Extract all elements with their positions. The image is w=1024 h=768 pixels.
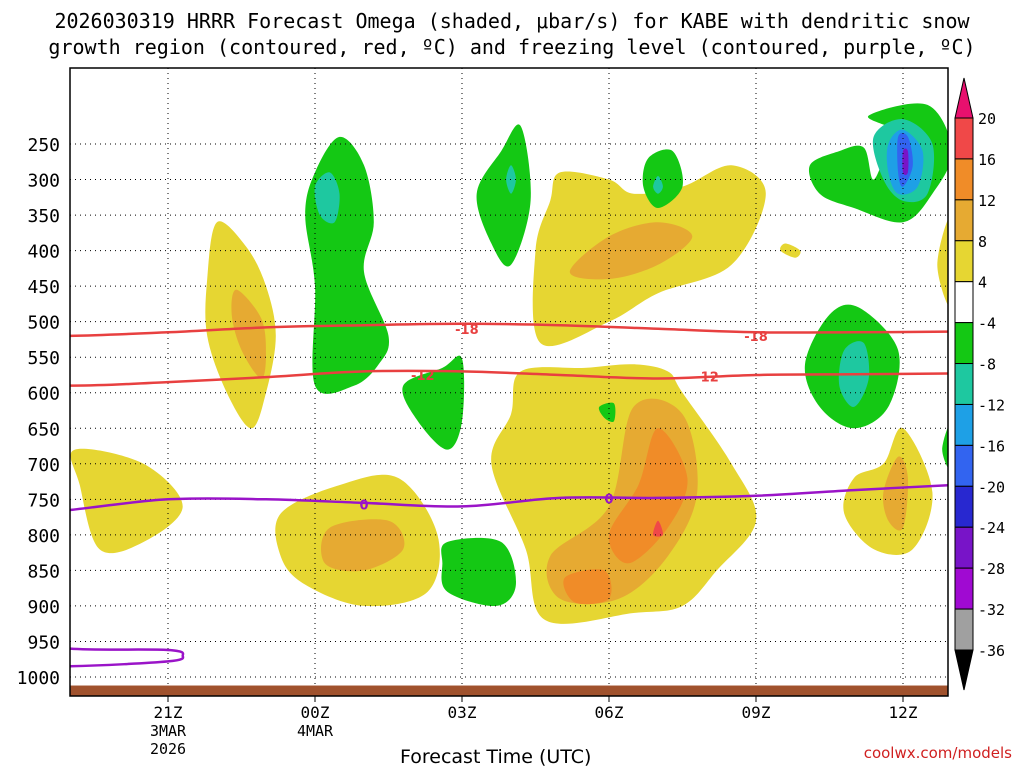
title-line-1: 2026030319 HRRR Forecast Omega (shaded, … (54, 9, 970, 33)
colorbar-block-3 (954, 240, 974, 283)
omega-region-2 (305, 136, 390, 394)
x-tick-sub1-00Z: 4MAR (297, 722, 334, 740)
y-tick-550: 550 (27, 348, 60, 369)
y-tick-1000: 1000 (17, 668, 60, 689)
omega-region-26 (902, 148, 909, 176)
contour-label-dendritic-top-0: -18 (455, 323, 479, 338)
y-tick-350: 350 (27, 206, 60, 227)
colorbar-block-1 (954, 158, 974, 201)
ground-surface (70, 685, 948, 696)
x-tick-00Z: 00Z (301, 703, 330, 722)
colorbar-label--4: -4 (978, 315, 996, 333)
contour-label-freezing-level-1: 0 (604, 493, 613, 508)
colorbar-block-5 (954, 322, 974, 365)
colorbar-block-4 (954, 281, 974, 324)
omega-region-31 (937, 219, 948, 306)
colorbar-block-7 (954, 403, 974, 446)
colorbar-bottom-arrow (954, 649, 974, 691)
colorbar-block-8 (954, 444, 974, 487)
colorbar-label-12: 12 (978, 192, 996, 210)
colorbar-block-0 (954, 117, 974, 160)
omega-region-15 (563, 569, 612, 605)
omega-region-18 (642, 149, 684, 208)
temperature-contours: -18 -18 -12 -12 0 0 (70, 322, 948, 668)
plot-frame (69, 67, 949, 697)
colorbar-block-6 (954, 363, 974, 405)
omega-region-17 (441, 537, 516, 607)
x-tick-21Z: 21Z (154, 703, 183, 722)
x-tick-09Z: 09Z (742, 703, 771, 722)
omega-region-4 (70, 448, 183, 554)
contour-label-freezing-level-0: 0 (359, 498, 368, 513)
y-tick-250: 250 (27, 135, 60, 156)
omega-region-19 (653, 176, 663, 194)
y-tick-850: 850 (27, 561, 60, 582)
contour-label-dendritic-bottom-1: -12 (695, 370, 719, 385)
credit-text: coolwx.com/models (863, 744, 1012, 762)
contour-label-dendritic-bottom-0: -12 (411, 369, 435, 384)
omega-region-7 (402, 355, 465, 450)
colorbar-label-16: 16 (978, 151, 996, 169)
colorbar-label--20: -20 (978, 478, 1005, 496)
colorbar-top-arrow (954, 77, 974, 119)
contour-label-dendritic-top-1: -18 (744, 330, 768, 345)
chart-title: 2026030319 HRRR Forecast Omega (shaded, … (0, 8, 1024, 60)
colorbar-label-4: 4 (978, 274, 987, 292)
y-tick-400: 400 (27, 242, 60, 263)
title-line-2: growth region (contoured, red, ºC) and f… (48, 35, 976, 59)
y-tick-300: 300 (27, 171, 60, 192)
colorbar-label--32: -32 (978, 601, 1005, 619)
colorbar-label--8: -8 (978, 356, 996, 374)
contour-dendritic-bottom (70, 369, 948, 387)
colorbar-block-9 (954, 485, 974, 528)
omega-region-1 (231, 289, 266, 379)
colorbar-label--24: -24 (978, 519, 1005, 537)
y-tick-750: 750 (27, 490, 60, 511)
x-axis-label: Forecast Time (UTC) (400, 746, 592, 768)
colorbar-block-10 (954, 526, 974, 569)
x-tick-sub1-21Z: 3MAR (150, 722, 187, 740)
omega-region-20 (598, 402, 616, 422)
y-tick-800: 800 (27, 526, 60, 547)
omega-region-14 (608, 428, 688, 564)
omega-region-11 (569, 222, 693, 280)
colorbar: 20 16 12 8 4 -4 -8 -12 -16 -20 -24 -28 -32 -36 (954, 77, 1005, 691)
contour-freezing-level (70, 484, 948, 512)
omega-region-32 (942, 426, 948, 469)
omega-region-16 (652, 520, 664, 537)
contour-dendritic-top (70, 322, 948, 338)
omega-region-8 (476, 124, 531, 267)
y-tick-650: 650 (27, 419, 60, 440)
colorbar-block-11 (954, 567, 974, 610)
colorbar-label--36: -36 (978, 642, 1005, 660)
omega-region-3 (314, 172, 340, 224)
x-tick-sub2-21Z: 2026 (150, 740, 186, 758)
colorbar-label-20: 20 (978, 110, 996, 128)
y-tick-900: 900 (27, 597, 60, 618)
y-axis: 250 300 350 400 450 500 550 600 650 700 750 800 850 9… (17, 135, 60, 689)
x-tick-12Z: 12Z (889, 703, 918, 722)
y-tick-600: 600 (27, 384, 60, 405)
colorbar-label-8: 8 (978, 233, 987, 251)
omega-region-30 (882, 456, 909, 531)
colorbar-label--12: -12 (978, 396, 1005, 414)
x-tick-03Z: 03Z (448, 703, 477, 722)
omega-region-6 (320, 519, 405, 572)
colorbar-label--16: -16 (978, 437, 1005, 455)
colorbar-block-12 (954, 608, 974, 651)
colorbar-block-2 (954, 199, 974, 242)
y-tick-700: 700 (27, 455, 60, 476)
y-tick-500: 500 (27, 313, 60, 334)
omega-shading (70, 103, 948, 624)
y-tick-950: 950 (27, 632, 60, 653)
colorbar-label--28: -28 (978, 560, 1005, 578)
y-tick-450: 450 (27, 277, 60, 298)
x-tick-06Z: 06Z (595, 703, 624, 722)
